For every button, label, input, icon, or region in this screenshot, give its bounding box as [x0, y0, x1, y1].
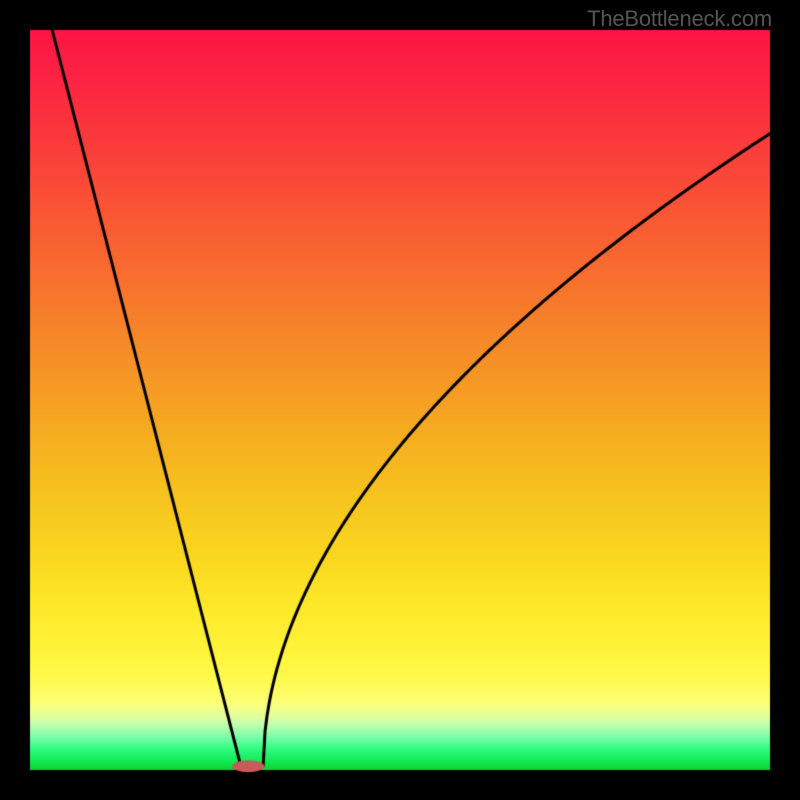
watermark-text: TheBottleneck.com: [587, 6, 772, 32]
bottleneck-chart-canvas: [0, 0, 800, 800]
chart-container: TheBottleneck.com: [0, 0, 800, 800]
